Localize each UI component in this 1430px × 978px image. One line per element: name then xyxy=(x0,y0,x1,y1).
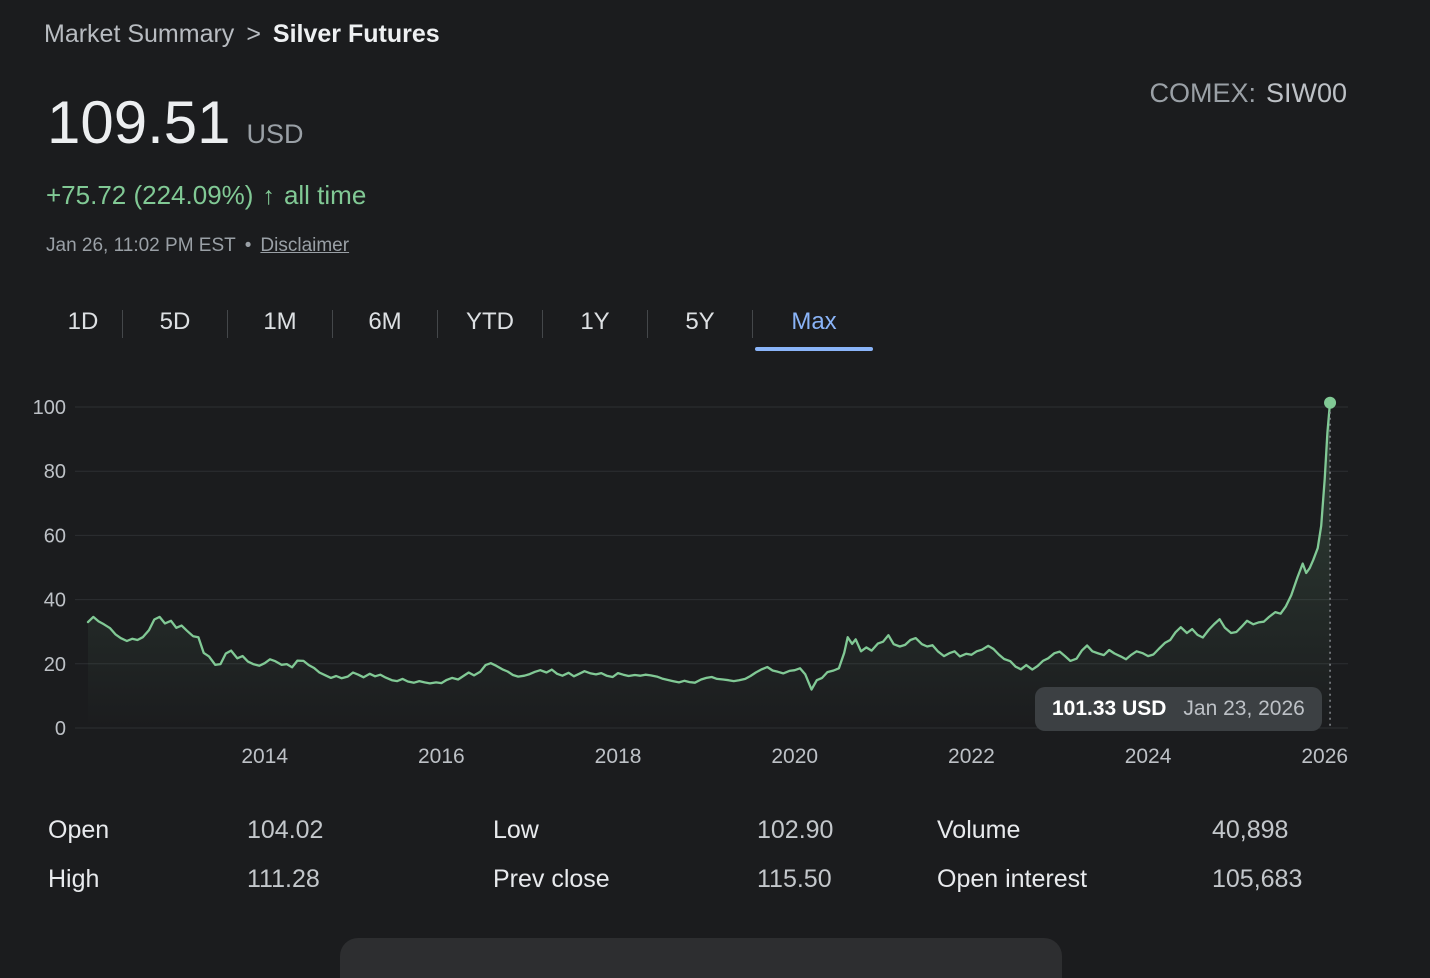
timestamp-row: Jan 26, 11:02 PM EST • Disclaimer xyxy=(46,235,349,257)
x-tick-2018: 2018 xyxy=(595,745,642,768)
tab-5y[interactable]: 5Y xyxy=(685,308,715,335)
y-tick-20: 20 xyxy=(44,654,66,676)
stats-grid: Open 104.02 Low 102.90 Volume 40,898 High 111.2… xyxy=(48,816,1302,894)
tab-separator xyxy=(647,310,648,338)
stat-value-volume: 40,898 xyxy=(1212,816,1289,844)
timestamp: Jan 26, 11:02 PM EST xyxy=(46,235,236,256)
price-line xyxy=(86,401,1332,691)
tab-separator xyxy=(542,310,543,338)
stat-label-open: Open xyxy=(48,816,110,844)
exchange-ticker: COMEX: SIW00 xyxy=(1149,78,1347,109)
stat-label-prev-close: Prev close xyxy=(493,865,610,893)
x-tick-2022: 2022 xyxy=(948,745,995,768)
chart-tooltip: 101.33 USD Jan 23, 2026 xyxy=(1035,687,1322,731)
stat-value-high: 111.28 xyxy=(247,865,320,893)
stat-label-volume: Volume xyxy=(937,816,1021,844)
exchange-label: COMEX: xyxy=(1149,78,1256,108)
price-change: +75.72 (224.09%) ↑ all time xyxy=(46,180,366,211)
y-tick-40: 40 xyxy=(44,590,66,612)
change-amount: +75.72 (224.09%) xyxy=(46,180,254,210)
x-tick-2026: 2026 xyxy=(1301,745,1348,768)
y-tick-60: 60 xyxy=(44,525,66,547)
tab-1d[interactable]: 1D xyxy=(67,308,99,335)
breadcrumb: Market Summary > Silver Futures xyxy=(44,20,440,49)
stat-value-prev-close: 115.50 xyxy=(757,865,832,893)
change-period: all time xyxy=(283,180,367,210)
page-title: Silver Futures xyxy=(272,20,440,48)
tab-5d[interactable]: 5D xyxy=(159,308,191,335)
area-fill xyxy=(88,402,1330,728)
price-row: 109.51 USD xyxy=(47,88,304,157)
tab-separator xyxy=(122,310,123,338)
tab-separator xyxy=(332,310,333,338)
disclaimer-link[interactable]: Disclaimer xyxy=(260,235,350,256)
breadcrumb-separator: > xyxy=(246,20,261,48)
x-tick-2020: 2020 xyxy=(771,745,818,768)
tooltip-price: 101.33 USD xyxy=(1052,697,1167,720)
tab-separator xyxy=(227,310,228,338)
x-tick-2016: 2016 xyxy=(418,745,465,768)
stat-value-low: 102.90 xyxy=(757,816,834,844)
y-tick-100: 100 xyxy=(33,397,66,419)
x-tick-2024: 2024 xyxy=(1125,745,1172,768)
tooltip-date: Jan 23, 2026 xyxy=(1183,697,1305,720)
x-tick-2014: 2014 xyxy=(241,745,288,768)
tab-max[interactable]: Max xyxy=(753,303,875,351)
stat-value-open: 104.02 xyxy=(247,816,324,844)
tab-1m[interactable]: 1M xyxy=(263,308,297,335)
range-tabs: 1D 5D 1M 6M YTD 1Y 5Y Max xyxy=(44,303,875,351)
tab-separator xyxy=(752,310,753,338)
breadcrumb-market-summary[interactable]: Market Summary xyxy=(44,20,235,48)
y-tick-0: 0 xyxy=(55,718,66,740)
current-price: 109.51 xyxy=(47,89,231,156)
last-price-dot xyxy=(1324,396,1337,409)
stat-label-open-interest: Open interest xyxy=(937,865,1088,893)
y-tick-80: 80 xyxy=(44,461,66,483)
up-arrow-icon: ↑ xyxy=(262,182,275,210)
ticker-symbol: SIW00 xyxy=(1265,78,1347,108)
stat-label-high: High xyxy=(48,865,100,893)
tab-separator xyxy=(437,310,438,338)
tab-1y[interactable]: 1Y xyxy=(580,308,610,335)
bottom-sheet-handle[interactable] xyxy=(340,938,1062,978)
tab-6m[interactable]: 6M xyxy=(368,308,402,335)
stat-value-open-interest: 105,683 xyxy=(1212,865,1303,893)
tab-ytd[interactable]: YTD xyxy=(466,308,514,335)
currency-label: USD xyxy=(246,119,304,149)
dot-separator: • xyxy=(244,235,252,256)
stat-label-low: Low xyxy=(493,816,539,844)
